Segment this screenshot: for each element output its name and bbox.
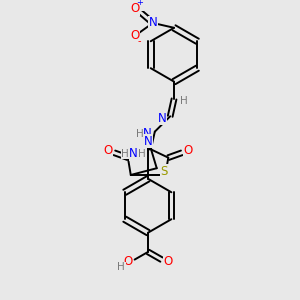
Text: H: H: [136, 129, 143, 139]
Text: -: -: [138, 36, 141, 46]
Text: N: N: [143, 127, 152, 140]
Text: O: O: [123, 255, 133, 268]
Text: H: H: [121, 149, 129, 159]
Text: N: N: [129, 147, 138, 160]
Text: S: S: [161, 165, 168, 178]
Text: O: O: [130, 2, 139, 15]
Text: N: N: [158, 112, 167, 125]
Text: H: H: [180, 96, 188, 106]
Text: N: N: [148, 16, 157, 29]
Text: H: H: [117, 262, 125, 272]
Text: N: N: [144, 135, 152, 148]
Text: O: O: [103, 144, 112, 158]
Text: O: O: [184, 144, 193, 158]
Text: O: O: [164, 255, 173, 268]
Text: H: H: [138, 149, 146, 159]
Text: +: +: [136, 0, 143, 7]
Text: O: O: [130, 29, 139, 42]
